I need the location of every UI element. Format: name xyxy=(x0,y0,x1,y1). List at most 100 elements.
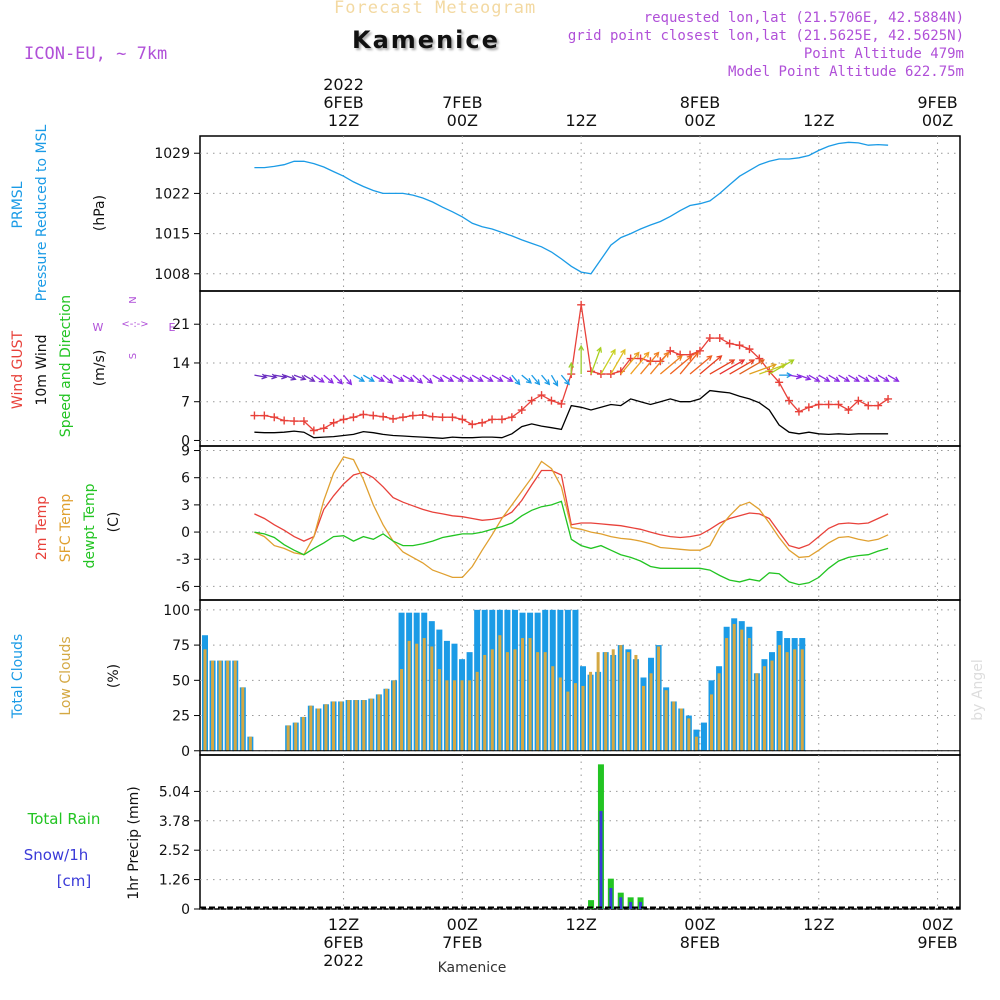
gust-marker xyxy=(497,415,506,424)
gust-marker xyxy=(517,406,526,415)
wind-arrow-head xyxy=(738,359,746,365)
wind-arrow-head xyxy=(834,376,841,382)
low-cloud-bar xyxy=(339,701,343,751)
low-cloud-bar xyxy=(362,700,366,751)
temp-ytick-label: 0 xyxy=(181,525,190,541)
low-cloud-bar xyxy=(452,680,456,751)
low-cloud-bar xyxy=(400,669,404,751)
wind-arrow-head xyxy=(337,378,344,385)
low-cloud-bar xyxy=(490,649,494,751)
gust-marker xyxy=(428,412,437,421)
top-time-label: 00Z xyxy=(684,111,715,130)
clouds-ytick-label: 50 xyxy=(172,673,190,689)
gust-marker xyxy=(814,400,823,409)
temp-ytick-label: 3 xyxy=(181,498,190,514)
gust-marker xyxy=(537,391,546,400)
total-cloud-bar xyxy=(564,609,571,751)
low-cloud-bar xyxy=(528,638,532,751)
wind-direction-arrow xyxy=(313,374,325,383)
wind-arrow-head xyxy=(610,348,616,355)
low-cloud-bar xyxy=(241,687,245,751)
gust-marker xyxy=(488,415,497,424)
bottom-time-label: 12Z xyxy=(803,915,834,934)
model-label: ICON-EU, ~ 7km xyxy=(24,44,168,64)
low-cloud-bar xyxy=(316,708,320,751)
bottom-time-label: 9FEB xyxy=(917,933,957,952)
wind-arrow-head xyxy=(417,377,424,384)
wind-arrow-head xyxy=(693,351,700,358)
low-cloud-bar xyxy=(422,638,426,751)
gust-marker xyxy=(408,411,417,420)
gust-marker xyxy=(507,413,516,422)
clouds-ytick-label: 25 xyxy=(172,709,190,725)
bottom-time-label: 12Z xyxy=(565,915,596,934)
compass-arrow: <-:-> xyxy=(121,319,148,330)
wind-dir-label: Speed and Direction xyxy=(58,295,74,437)
top-time-label: 00Z xyxy=(447,111,478,130)
compass-e: E xyxy=(169,321,176,334)
low-cloud-bar xyxy=(762,666,766,751)
wind-arrow-head xyxy=(487,376,494,382)
total-rain-label: Total Rain xyxy=(27,810,101,828)
gust-marker xyxy=(596,370,605,379)
wind-arrow-head xyxy=(261,373,268,380)
wind-arrow-head xyxy=(327,377,334,384)
wind-arrow-head xyxy=(525,377,532,384)
wind-direction-arrow xyxy=(867,374,879,382)
wind-direction-arrow xyxy=(590,347,602,375)
gust-marker xyxy=(666,346,675,355)
wind-arrow-head xyxy=(873,376,880,382)
point-altitude: Point Altitude 479m xyxy=(803,46,964,62)
wind-direction-arrow xyxy=(392,374,404,382)
low-cloud-bar xyxy=(732,623,736,751)
top-time-label: 12Z xyxy=(328,111,359,130)
wind-direction-arrow xyxy=(709,359,735,375)
wind-direction-arrow xyxy=(768,359,794,375)
wind-direction-arrow xyxy=(382,374,393,384)
wind-arrow-head xyxy=(564,379,570,386)
wind-direction-arrow xyxy=(788,374,801,378)
wind-direction-arrow xyxy=(333,374,343,385)
temp-ytick-label: -3 xyxy=(176,552,190,568)
wind-direction-arrow xyxy=(353,374,365,382)
compass-s: S xyxy=(128,353,139,359)
low-cloud-bar xyxy=(611,649,615,751)
gust-marker xyxy=(359,410,368,419)
gust-marker xyxy=(587,367,596,376)
wind-arrow-head xyxy=(544,379,551,386)
gust-marker xyxy=(458,415,467,424)
low-cloud-bar xyxy=(475,671,479,751)
gust-marker xyxy=(606,370,615,379)
low-cloud-bar xyxy=(634,654,638,751)
wind-direction-arrow xyxy=(481,374,493,382)
gust-marker xyxy=(557,399,566,408)
wind-arrow-head xyxy=(534,379,541,386)
snow-bar xyxy=(639,902,643,909)
wind-direction-arrow xyxy=(798,374,811,380)
wind-arrow-head xyxy=(477,376,484,382)
low-cloud-bar xyxy=(566,691,570,751)
low-cloud-bar xyxy=(581,685,585,751)
requested-lonlat: requested lon,lat (21.5706E, 42.5884N) xyxy=(643,10,964,26)
wind-ytick-label: 21 xyxy=(172,317,190,333)
top-time-label: 12Z xyxy=(565,111,596,130)
gust-marker xyxy=(438,413,447,422)
wind-arrow-head xyxy=(368,376,375,382)
top-time-label: 7FEB xyxy=(442,93,482,112)
wind-arrow-head xyxy=(663,351,670,358)
low-cloud-bar xyxy=(460,680,464,751)
bottom-time-label: 6FEB xyxy=(323,933,363,952)
low-cloud-bar xyxy=(793,649,797,751)
low-clouds-label: Low Clouds xyxy=(58,636,74,715)
wind-arrow-head xyxy=(853,376,861,382)
faded-title: Forecast Meteogram xyxy=(334,0,537,18)
station-title: Kamenice xyxy=(352,26,500,54)
wind-direction-arrow xyxy=(640,352,660,375)
wind-direction-arrow xyxy=(808,374,820,382)
wind-arrow-head xyxy=(358,376,366,382)
wind-direction-arrow xyxy=(531,374,540,385)
wind-direction-arrow xyxy=(848,374,860,382)
wind-label: 10m Wind xyxy=(34,334,50,405)
gust-marker xyxy=(755,354,764,363)
temp-ytick-label: 9 xyxy=(181,444,190,460)
